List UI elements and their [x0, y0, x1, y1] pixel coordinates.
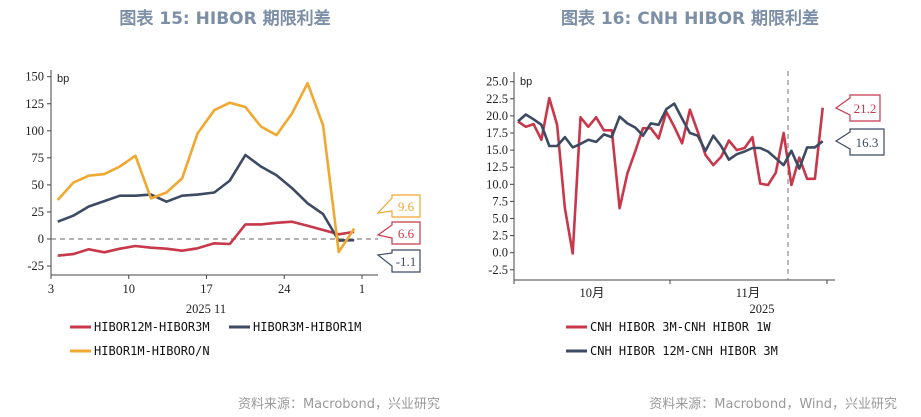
x-tick-label: 3: [48, 282, 54, 296]
legend-item: HIBOR3M-HIBOR1M: [229, 320, 361, 334]
last-value-label-red-box: [834, 94, 881, 122]
series-line-cnh-hibor-12m-cnh-hibor-3m: [517, 102, 824, 170]
y-tick-label: 20.0: [486, 109, 508, 123]
y-tick-label: 5.0: [492, 212, 508, 226]
x-tick-label: 1: [359, 282, 365, 296]
x-tick-label: 24: [278, 282, 291, 296]
x-tick-label: 17: [200, 282, 213, 296]
y-tick-label: 12.5: [486, 160, 508, 174]
last-value-label-red-box: [376, 221, 421, 245]
legend-item: HIBOR1M-HIBORO/N: [70, 344, 210, 358]
last-value-label-orange-box: [376, 194, 421, 218]
y-tick-label: 25.0: [486, 75, 508, 89]
chart-15-xlabel: 2025 11: [186, 302, 226, 316]
last-value-label-navy-box: [376, 249, 421, 273]
x-tick-label: 10: [123, 282, 136, 296]
legend-item: HIBOR12M-HIBOR3M: [70, 320, 210, 334]
last-value-label-red: 21.2: [854, 101, 877, 116]
series-line-cnh-hibor-3m-cnh-hibor-1w: [517, 96, 824, 255]
chart-15: bp 2025 11 HIBOR12M-HIBOR3M HIBOR3M-HIBO…: [25, 70, 440, 412]
x-tick-label: 10月: [579, 286, 604, 300]
chart-16-title: 图表 16: CNH HIBOR 期限利差: [561, 8, 819, 29]
chart-16-xlabel: 2025: [750, 302, 775, 316]
last-value-label-navy: 16.3: [856, 135, 879, 150]
chart-15-source: 资料来源：Macrobond，兴业研究: [238, 397, 440, 412]
legend-label: HIBOR1M-HIBORO/N: [94, 344, 210, 358]
legend-label: CNH HIBOR 3M-CNH HIBOR 1W: [590, 320, 771, 334]
chart-16-unit: bp: [520, 76, 532, 88]
y-tick-label: -2.5: [488, 263, 508, 277]
last-value-label-navy-box: [834, 128, 885, 156]
y-tick-label: 15.0: [486, 143, 508, 157]
y-tick-label: 2.5: [492, 229, 508, 243]
y-tick-label: 22.5: [486, 92, 508, 106]
last-value-label-orange: 9.6: [398, 199, 415, 214]
y-tick-label: 7.5: [492, 194, 508, 208]
y-tick-label: 10.0: [486, 177, 508, 191]
legend-item: CNH HIBOR 3M-CNH HIBOR 1W: [566, 320, 771, 334]
y-tick-label: 50: [32, 178, 45, 192]
chart-16: bp 2025 CNH HIBOR 3M-CNH HIBOR 1W CNH HI…: [486, 71, 897, 412]
last-value-label-navy: -1.1: [396, 254, 417, 269]
y-tick-label: 0.0: [492, 246, 508, 260]
y-tick-label: 0: [38, 232, 44, 246]
chart-16-source: 资料来源：Macrobond，Wind，兴业研究: [649, 397, 897, 412]
chart-15-unit: bp: [57, 73, 69, 85]
last-value-label-red: 6.6: [398, 226, 415, 241]
y-tick-label: 25: [32, 205, 45, 219]
legend-item: CNH HIBOR 12M-CNH HIBOR 3M: [566, 344, 778, 358]
legend-label: CNH HIBOR 12M-CNH HIBOR 3M: [590, 344, 778, 358]
y-tick-label: 75: [32, 151, 45, 165]
x-tick-label: 11月: [736, 286, 761, 300]
legend-label: HIBOR12M-HIBOR3M: [94, 320, 210, 334]
series-line-hibor12m-hibor3m: [57, 220, 355, 257]
y-tick-label: 150: [25, 70, 44, 84]
y-tick-label: 17.5: [486, 126, 508, 140]
legend-label: HIBOR3M-HIBOR1M: [253, 320, 361, 334]
y-tick-label: 100: [25, 124, 44, 138]
series-line-hibor1m-hiboro-n: [56, 81, 356, 254]
y-tick-label: -25: [27, 259, 44, 273]
y-tick-label: 125: [25, 97, 44, 111]
chart-15-title: 图表 15: HIBOR 期限利差: [119, 8, 330, 29]
series-line-hibor3m-hibor1m: [57, 153, 355, 242]
